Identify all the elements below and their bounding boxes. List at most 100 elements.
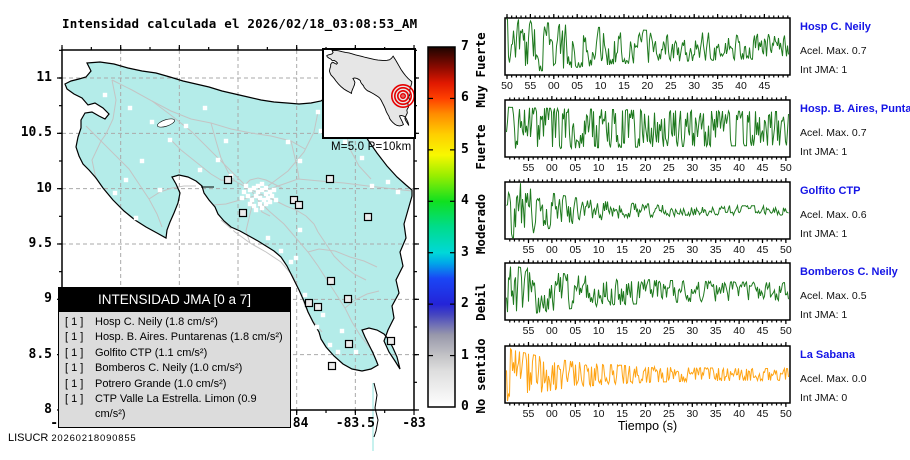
station-marker-unfelt xyxy=(288,259,294,265)
legend-intensity-value: [ 1 ] xyxy=(65,316,84,328)
station-marker-unfelt xyxy=(257,201,263,207)
colorbar-category-label: Moderado xyxy=(473,194,488,255)
station-marker-unfelt xyxy=(385,179,391,185)
station-marker-unfelt xyxy=(245,193,251,199)
station-marker-unfelt xyxy=(297,227,303,233)
station-marker-unfelt xyxy=(251,185,257,191)
station-marker-unfelt xyxy=(247,201,253,207)
time-tick-label: 20 xyxy=(641,80,654,92)
time-tick-label: 40 xyxy=(735,80,747,92)
seismogram-box xyxy=(504,99,791,158)
time-tick-label: 45 xyxy=(758,80,771,92)
time-tick-label: 35 xyxy=(709,325,722,337)
legend-row: [ 1 ] Hosp. B. Aires. Puntarenas (1.8 cm/… xyxy=(65,330,286,345)
station-marker-unfelt xyxy=(263,201,269,207)
time-tick-label: 10 xyxy=(592,325,605,337)
time-tick-label: 40 xyxy=(733,162,745,174)
colorbar-number: 3 xyxy=(461,244,469,260)
time-tick-label: 50 xyxy=(780,325,792,337)
legend-station-label: Hosp. B. Aires. Puntarenas (1.8 cm/s²) xyxy=(95,331,283,344)
time-tick-label: 25 xyxy=(663,325,675,337)
time-tick-label: 45 xyxy=(756,162,769,174)
legend-row: [ 1 ] Golfito CTP (1.1 cm/s²) xyxy=(65,346,286,361)
station-marker-unfelt xyxy=(167,137,173,143)
station-marker-unfelt xyxy=(395,189,401,195)
station-marker-unfelt xyxy=(302,292,308,298)
station-marker-unfelt xyxy=(342,139,348,145)
legend-intensity-value: [ 1 ] xyxy=(65,377,84,390)
station-marker-unfelt xyxy=(257,195,263,201)
station-marker-unfelt xyxy=(265,235,271,241)
time-axis-label: Tiempo (s) xyxy=(617,419,678,433)
station-marker-unfelt xyxy=(285,139,291,145)
station-marker-unfelt xyxy=(239,195,245,201)
latitude-tick-label: 8 xyxy=(44,401,52,417)
colorbar-number: 7 xyxy=(461,39,469,54)
time-tick-label: 15 xyxy=(616,244,628,256)
time-tick-label: 00 xyxy=(546,162,558,174)
latitude-tick-label: 8.5 xyxy=(28,346,52,362)
station-marker-unfelt xyxy=(353,349,359,355)
road-line xyxy=(256,198,361,336)
epicenter-icon xyxy=(402,95,404,97)
colorbar-category-label: Debil xyxy=(473,282,488,321)
station-marker-unfelt xyxy=(157,187,163,193)
time-tick-label: 20 xyxy=(639,408,652,420)
time-tick-label: 10 xyxy=(592,408,605,420)
time-tick-label: 50 xyxy=(780,408,792,420)
latitude-tick-label: 10.5 xyxy=(20,125,52,141)
latitude-tick-label: 11 xyxy=(36,70,52,85)
legend-row: [ 1 ] Potrero Grande (1.0 cm/s²) xyxy=(65,377,286,392)
time-tick-label: 35 xyxy=(711,80,724,92)
station-marker-unfelt xyxy=(127,105,133,111)
colorbar-category-label: Fuerte xyxy=(473,124,488,170)
legend-rows: [ 1 ] Hosp C. Neily (1.8 cm/s²) [ 1 ] Hosp.… xyxy=(59,312,290,427)
road-line xyxy=(290,140,300,180)
station-marker-unfelt xyxy=(123,177,129,183)
legend-station-label: Potrero Grande (1.0 cm/s²) xyxy=(95,377,227,390)
intensity-jma-value: Int JMA: 0 xyxy=(800,392,848,404)
legend-station-label: Bomberos C. Neily (1.0 cm/s²) xyxy=(95,362,243,375)
station-marker-unfelt xyxy=(293,255,299,261)
colorbar-number: 0 xyxy=(461,399,469,414)
time-tick-label: 30 xyxy=(686,244,699,256)
time-tick-label: 20 xyxy=(639,162,652,174)
station-marker-unfelt xyxy=(259,187,265,193)
time-tick-label: 20 xyxy=(639,325,652,337)
acceleration-max-value: Acel. Max. 0.0 xyxy=(800,373,867,385)
time-tick-label: 30 xyxy=(686,325,699,337)
time-tick-label: 10 xyxy=(592,162,605,174)
event-magnitude-depth: M=5.0 P=10km xyxy=(331,141,412,153)
station-marker-unfelt xyxy=(149,119,155,125)
road-line xyxy=(85,125,102,180)
epicenter-icon xyxy=(393,87,412,106)
time-tick-label: 10 xyxy=(592,244,605,256)
legend-intensity-value: [ 1 ] xyxy=(65,393,84,406)
seismogram-box xyxy=(504,262,791,321)
time-tick-label: 40 xyxy=(733,325,745,337)
acceleration-max-value: Acel. Max. 0.7 xyxy=(800,45,867,57)
station-marker-unfelt xyxy=(255,189,261,195)
station-marker-unfelt xyxy=(259,205,265,211)
time-tick-label: 45 xyxy=(756,408,769,420)
legend-station-label: Golfito CTP (1.1 cm/s²) xyxy=(95,346,208,359)
intensity-jma-value: Int JMA: 1 xyxy=(800,64,848,76)
colorbar-number: 5 xyxy=(461,141,469,157)
intensity-jma-value: Int JMA: 1 xyxy=(800,146,848,158)
epicenter-icon xyxy=(396,90,409,103)
station-marker-unfelt xyxy=(112,190,118,196)
station-marker-unfelt xyxy=(369,183,375,189)
time-tick-label: 10 xyxy=(594,80,607,92)
station-marker-unfelt xyxy=(265,195,271,201)
station-marker-unfelt xyxy=(243,183,249,189)
costa-rica-landmass xyxy=(65,62,412,371)
time-tick-label: 50 xyxy=(501,80,513,92)
station-marker-felt xyxy=(238,208,248,218)
time-tick-label: 00 xyxy=(546,244,558,256)
epicenter-icon xyxy=(399,93,406,100)
station-marker-felt xyxy=(363,212,373,222)
time-tick-label: 55 xyxy=(522,325,535,337)
time-tick-label: 50 xyxy=(780,162,792,174)
station-marker-unfelt xyxy=(269,193,275,199)
